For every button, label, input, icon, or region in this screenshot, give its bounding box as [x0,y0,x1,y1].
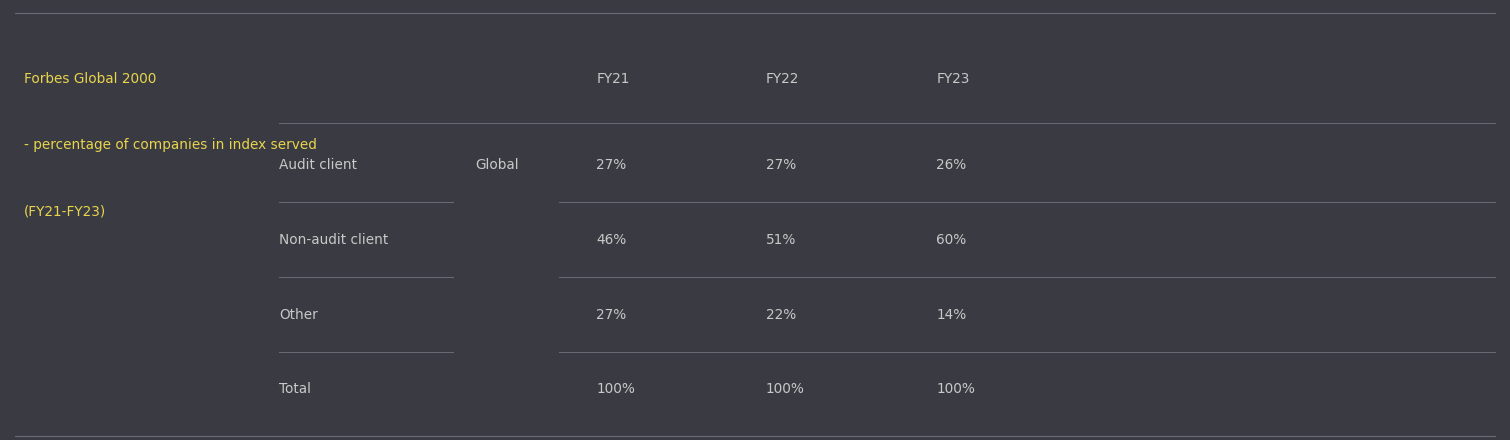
Text: FY22: FY22 [766,72,799,86]
Text: 51%: 51% [766,233,796,247]
Text: 14%: 14% [936,308,966,322]
Text: 27%: 27% [596,308,627,322]
Text: Audit client: Audit client [279,158,358,172]
Text: 27%: 27% [596,158,627,172]
Text: 100%: 100% [766,382,805,396]
Text: Forbes Global 2000: Forbes Global 2000 [24,72,157,86]
Text: - percentage of companies in index served: - percentage of companies in index serve… [24,138,317,152]
Text: 46%: 46% [596,233,627,247]
Text: FY21: FY21 [596,72,630,86]
Text: FY23: FY23 [936,72,969,86]
Text: 22%: 22% [766,308,796,322]
Text: 26%: 26% [936,158,966,172]
Text: Global: Global [476,158,519,172]
Text: (FY21-FY23): (FY21-FY23) [24,204,106,218]
Text: 100%: 100% [596,382,636,396]
Text: 100%: 100% [936,382,975,396]
Text: Other: Other [279,308,319,322]
Text: Non-audit client: Non-audit client [279,233,388,247]
Text: 60%: 60% [936,233,966,247]
Text: Total: Total [279,382,311,396]
Text: 27%: 27% [766,158,796,172]
